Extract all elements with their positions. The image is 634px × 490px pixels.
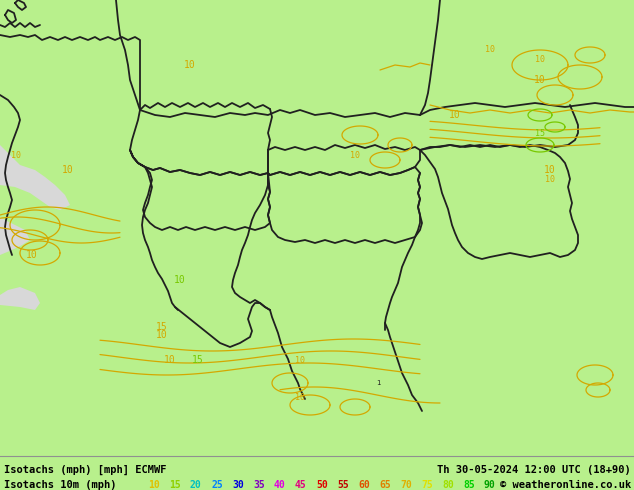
Text: 10: 10 (295, 392, 305, 401)
Text: 10: 10 (544, 165, 556, 175)
Text: 15: 15 (156, 322, 168, 332)
Text: 10: 10 (449, 110, 461, 120)
Text: 10: 10 (534, 75, 546, 85)
Text: 60: 60 (358, 480, 370, 490)
Text: 50: 50 (316, 480, 328, 490)
Text: 40: 40 (274, 480, 286, 490)
Text: 10: 10 (156, 330, 168, 340)
Text: 10: 10 (11, 150, 21, 160)
Text: 35: 35 (253, 480, 265, 490)
Text: 1: 1 (376, 380, 380, 386)
Text: 90: 90 (484, 480, 496, 490)
Text: 85: 85 (463, 480, 475, 490)
Text: 10: 10 (485, 46, 495, 54)
Text: 10: 10 (26, 250, 38, 260)
Text: Isotachs (mph) [mph] ECMWF: Isotachs (mph) [mph] ECMWF (4, 465, 167, 475)
Text: 10: 10 (350, 150, 360, 160)
Text: 15: 15 (192, 355, 204, 365)
Text: 10: 10 (164, 355, 176, 365)
Text: Th 30-05-2024 12:00 UTC (18+90): Th 30-05-2024 12:00 UTC (18+90) (437, 465, 631, 475)
Text: 20: 20 (190, 480, 202, 490)
Text: Isotachs 10m (mph): Isotachs 10m (mph) (4, 480, 117, 490)
Text: 45: 45 (295, 480, 307, 490)
Text: 70: 70 (400, 480, 411, 490)
Text: 10: 10 (62, 165, 74, 175)
Text: 30: 30 (232, 480, 243, 490)
Text: © weatheronline.co.uk: © weatheronline.co.uk (500, 480, 631, 490)
Text: 25: 25 (211, 480, 223, 490)
Text: 10: 10 (184, 60, 196, 70)
Text: 80: 80 (442, 480, 454, 490)
Polygon shape (0, 145, 70, 210)
Polygon shape (0, 217, 30, 255)
Text: 10: 10 (148, 480, 160, 490)
Text: 15: 15 (535, 128, 545, 138)
Text: 10: 10 (535, 55, 545, 65)
Text: 10: 10 (295, 356, 305, 365)
Text: 75: 75 (421, 480, 433, 490)
Text: 10: 10 (174, 275, 186, 285)
Polygon shape (0, 287, 40, 310)
Text: 55: 55 (337, 480, 349, 490)
Text: 65: 65 (379, 480, 391, 490)
Text: 15: 15 (169, 480, 181, 490)
Text: 10: 10 (545, 175, 555, 185)
